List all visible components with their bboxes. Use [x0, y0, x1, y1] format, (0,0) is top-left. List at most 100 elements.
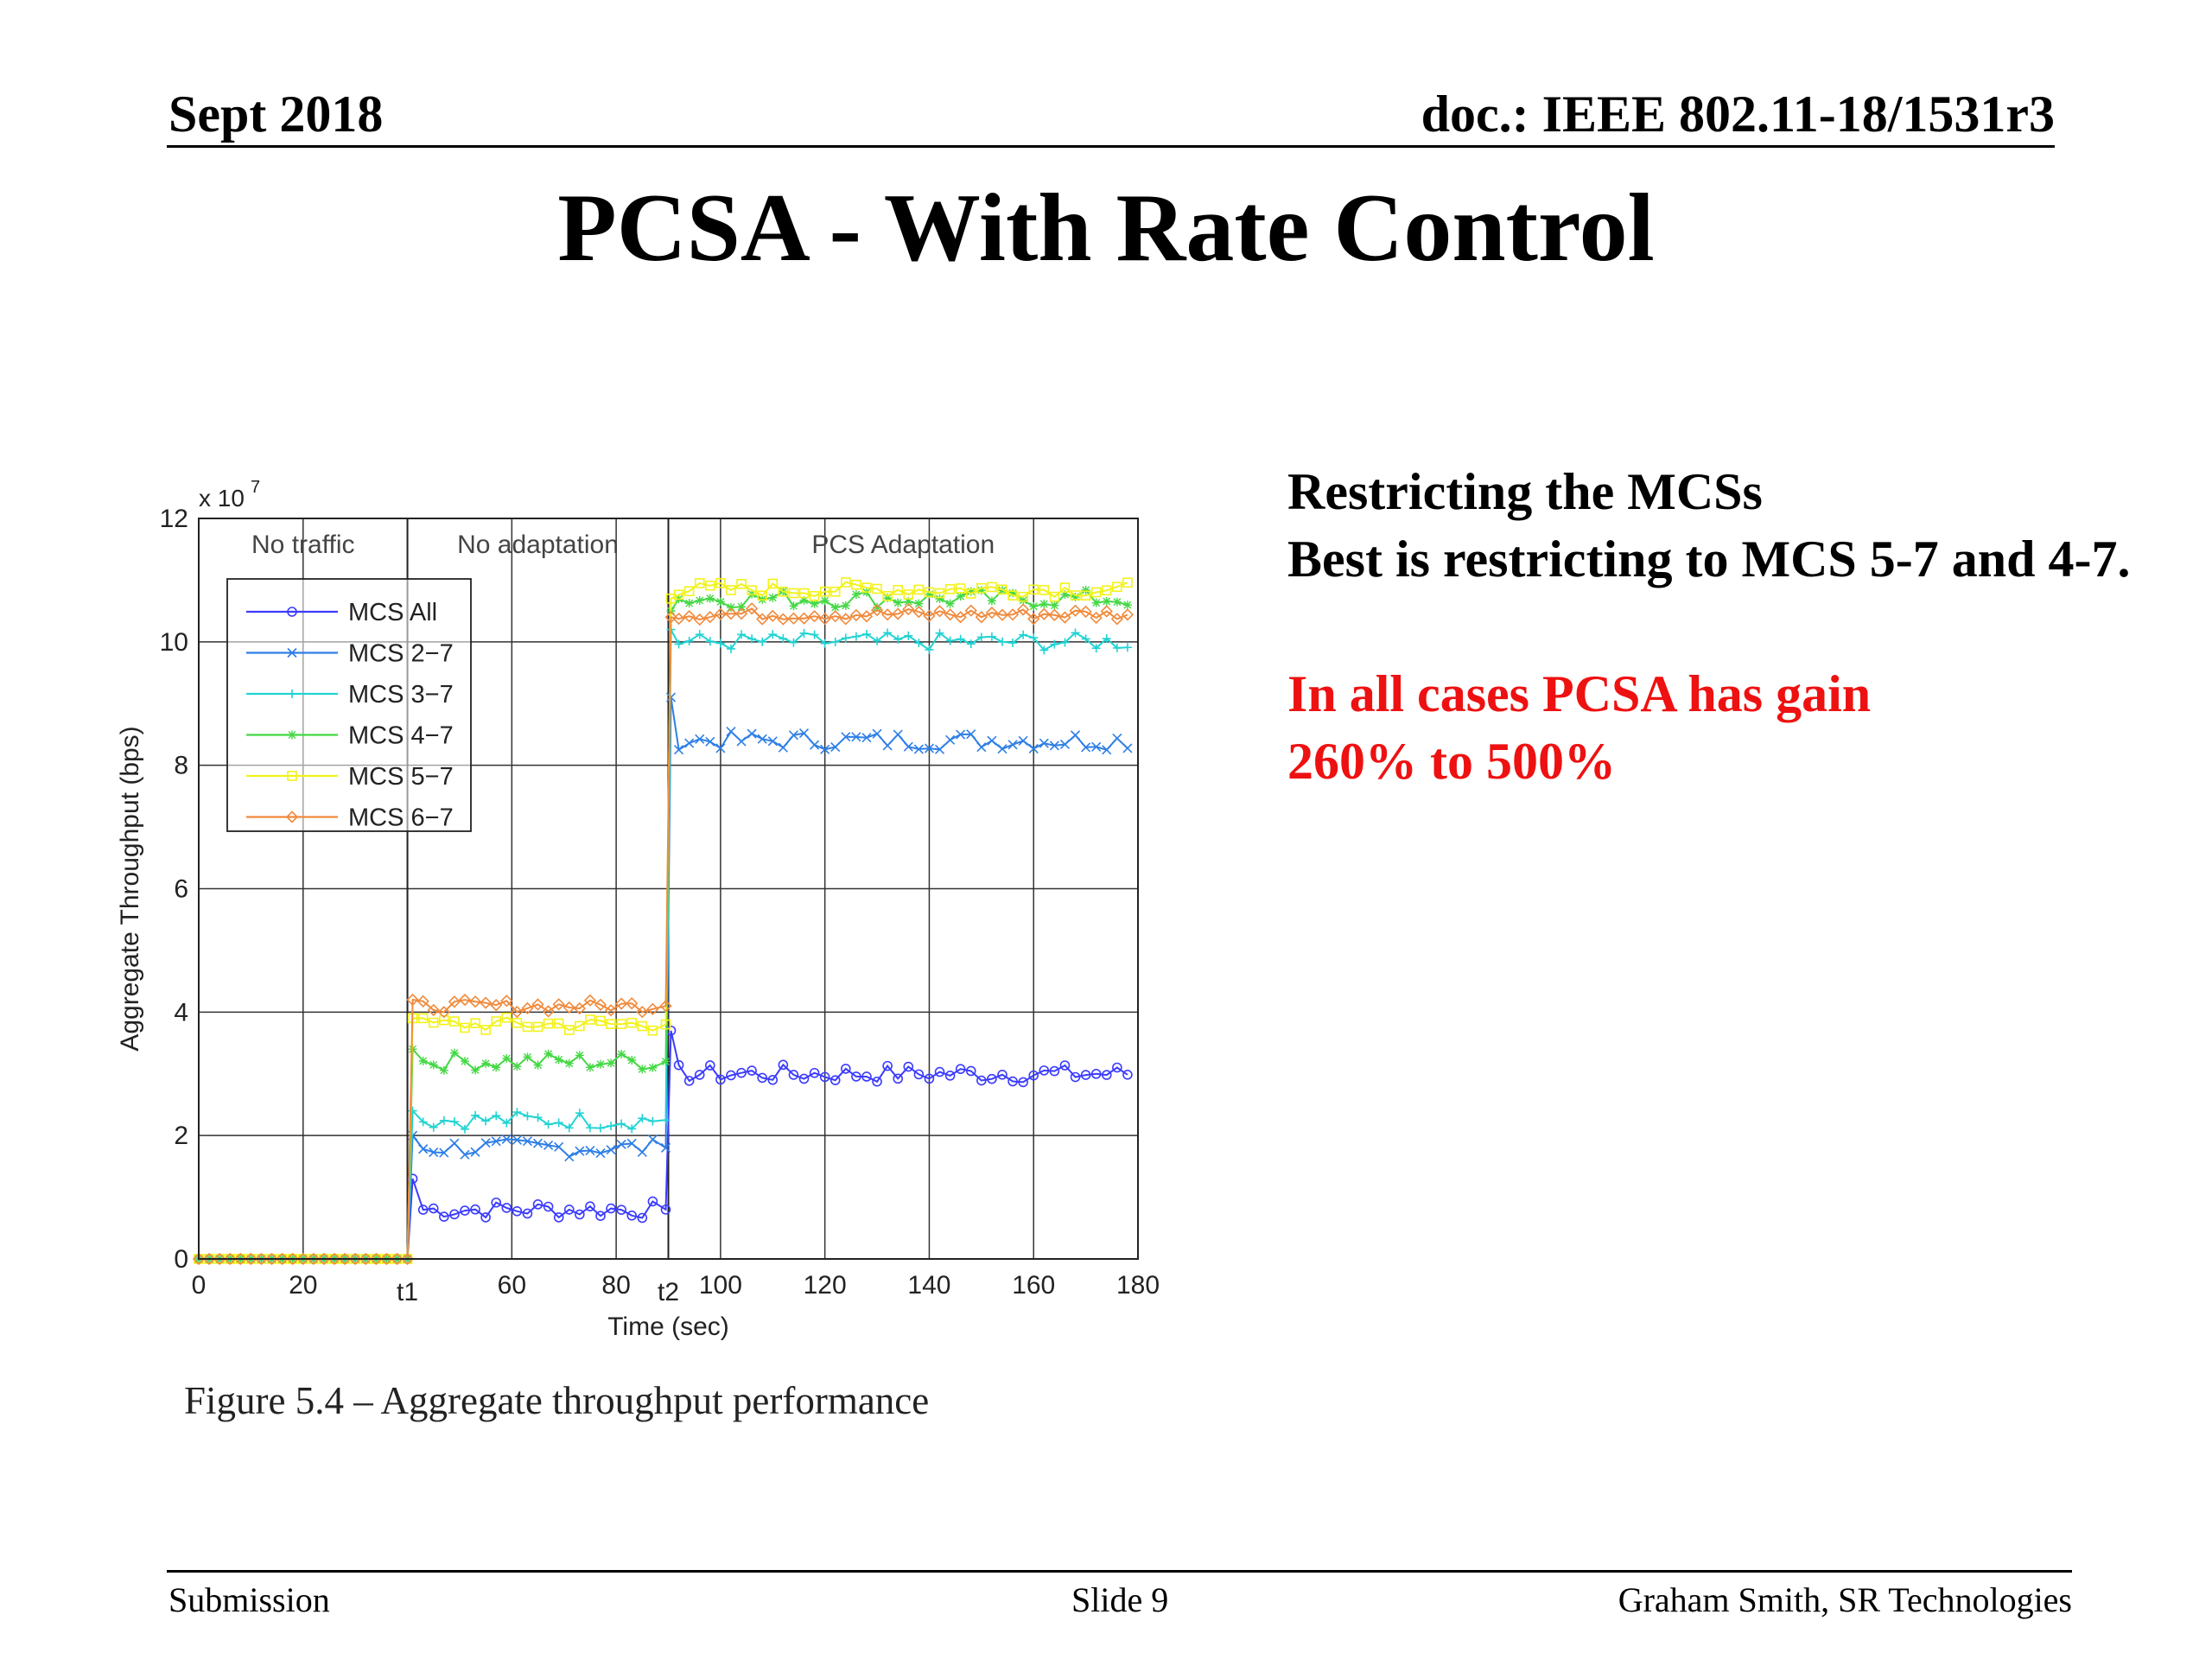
data-point	[554, 1055, 563, 1065]
x-tick-label: 120	[804, 1271, 847, 1300]
data-point	[966, 639, 976, 649]
data-point	[933, 605, 946, 618]
data-point	[987, 1073, 997, 1084]
footer-submission: Submission	[168, 1580, 330, 1619]
data-point	[595, 1015, 606, 1027]
x-tick-label: 20	[289, 1271, 317, 1300]
data-point	[449, 1016, 460, 1027]
data-point	[286, 1252, 299, 1266]
data-point	[747, 728, 757, 739]
data-point	[995, 608, 1009, 621]
data-point	[543, 1120, 553, 1129]
data-point	[945, 734, 956, 745]
data-point	[798, 612, 810, 625]
phase-label: No traffic	[251, 531, 355, 559]
plot-frame	[198, 518, 1139, 1260]
data-point	[726, 644, 735, 653]
data-point	[683, 610, 696, 623]
data-point	[512, 1135, 522, 1145]
data-point	[788, 730, 798, 741]
data-point	[976, 582, 987, 594]
data-point	[607, 1058, 616, 1068]
data-point	[1006, 608, 1020, 621]
data-point	[1007, 740, 1018, 750]
data-point	[830, 637, 840, 646]
data-point	[913, 744, 924, 754]
data-point	[317, 1252, 331, 1266]
legend: MCS All MCS 2−7 MCS 3−7 MCS 4−7 MCS 5−7 MCS 6…	[226, 578, 472, 832]
data-point	[607, 1122, 616, 1131]
data-point	[1060, 590, 1070, 600]
data-point	[892, 607, 905, 620]
throughput-chart: No traffic No adaptation PCS Adaptation 0 2…	[116, 478, 1160, 1341]
data-point	[924, 1073, 935, 1084]
data-point	[945, 636, 955, 645]
data-point	[471, 1110, 480, 1120]
data-point	[1069, 604, 1082, 617]
data-point	[1071, 592, 1080, 601]
data-point	[449, 1117, 459, 1127]
data-point	[585, 1063, 594, 1072]
data-point	[768, 630, 778, 639]
data-point	[873, 602, 882, 612]
data-point	[1058, 611, 1071, 624]
data-point	[595, 1147, 606, 1159]
gain-line-1: In all cases PCSA has gain	[1287, 665, 1872, 722]
data-point	[439, 1147, 449, 1158]
data-point	[736, 1067, 747, 1078]
figure-caption: Figure 5.4 – Aggregate throughput perfor…	[184, 1379, 930, 1422]
data-point	[715, 639, 725, 648]
data-point	[471, 1065, 480, 1075]
data-point	[1112, 597, 1122, 607]
data-point	[747, 1065, 757, 1076]
data-point	[882, 741, 893, 751]
data-point	[839, 613, 852, 626]
legend-label: MCS 6−7	[348, 804, 454, 832]
header-rule	[167, 145, 2055, 148]
data-point	[830, 586, 841, 597]
data-point	[575, 1051, 584, 1060]
data-point	[757, 734, 767, 744]
data-point	[521, 1001, 534, 1015]
data-point	[714, 607, 728, 620]
data-point	[1080, 1070, 1091, 1080]
data-point	[533, 1113, 543, 1122]
data-point	[522, 1021, 533, 1033]
data-point	[694, 578, 705, 588]
data-point	[923, 609, 936, 622]
data-point	[944, 1071, 956, 1081]
data-point	[861, 1071, 872, 1082]
text-line-2: Best is restricting to MCS 5-7 and 4-7.	[1287, 531, 2131, 588]
data-point	[684, 636, 694, 645]
data-point	[661, 1057, 671, 1066]
data-point	[224, 1252, 237, 1266]
data-point	[1122, 577, 1133, 588]
data-point	[870, 604, 884, 617]
data-point	[533, 1060, 543, 1070]
x-tick-label: 100	[699, 1271, 742, 1300]
data-point	[903, 1061, 914, 1072]
data-point	[1090, 587, 1102, 598]
data-point	[660, 1019, 671, 1030]
data-point	[798, 728, 810, 739]
data-point	[903, 741, 913, 752]
data-point	[480, 1212, 491, 1223]
data-point	[1008, 588, 1018, 598]
data-point	[820, 596, 830, 606]
data-point	[987, 582, 997, 593]
data-point	[553, 1212, 564, 1223]
data-point	[554, 1118, 563, 1128]
data-point	[307, 1252, 320, 1266]
data-point	[976, 742, 987, 753]
data-point	[606, 1019, 616, 1029]
data-point	[594, 998, 607, 1011]
data-point	[1090, 1069, 1102, 1079]
data-point	[428, 1017, 439, 1028]
data-point	[768, 593, 778, 602]
data-point	[523, 1052, 532, 1062]
data-point	[490, 999, 503, 1012]
data-point	[841, 732, 851, 742]
y-tick-label: 2	[174, 1122, 188, 1150]
data-point	[492, 1111, 501, 1121]
data-point	[1071, 628, 1080, 638]
